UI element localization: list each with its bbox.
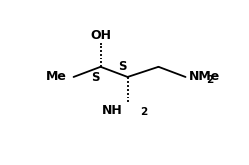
Text: S: S — [92, 71, 100, 84]
Text: OH: OH — [90, 29, 111, 42]
Text: 2: 2 — [206, 75, 213, 85]
Text: NH: NH — [102, 104, 123, 117]
Text: S: S — [119, 60, 127, 73]
Text: Me: Me — [46, 70, 67, 83]
Text: 2: 2 — [140, 107, 147, 117]
Text: NMe: NMe — [188, 70, 220, 83]
